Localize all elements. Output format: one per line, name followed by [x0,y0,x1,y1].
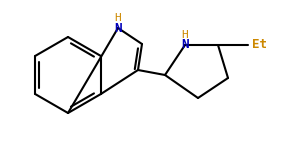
Text: Et: Et [252,38,267,51]
Text: H: H [115,13,121,23]
Text: N: N [181,38,189,51]
Text: H: H [182,30,188,40]
Text: N: N [114,21,122,34]
